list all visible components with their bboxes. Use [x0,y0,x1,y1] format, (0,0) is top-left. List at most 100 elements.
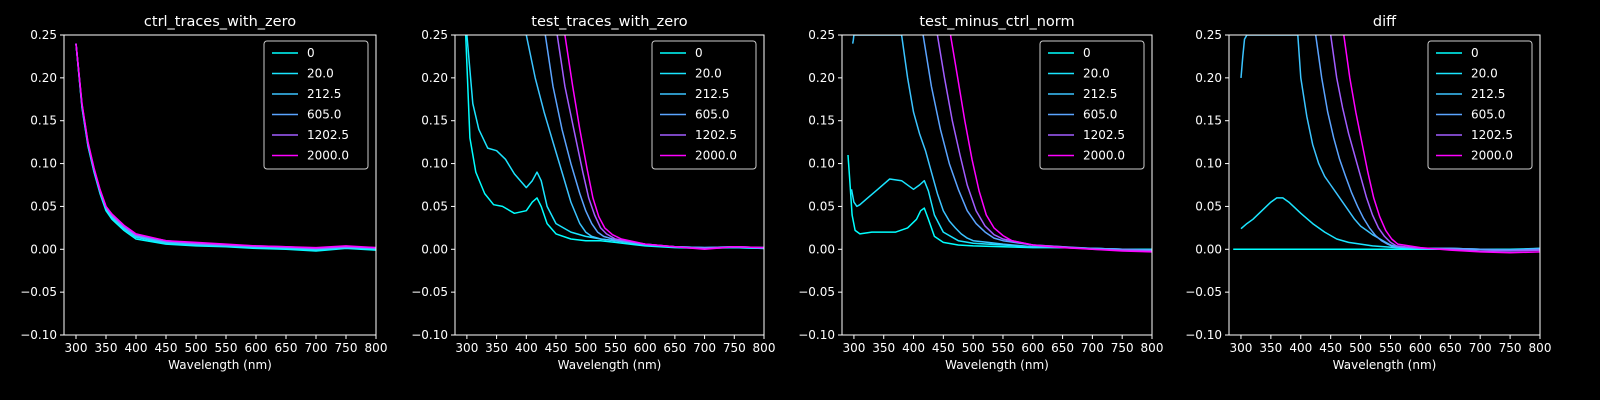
x-axis-label: Wavelength (nm) [1333,358,1437,372]
x-tick-label: 300 [65,341,88,355]
chart-title: test_traces_with_zero [531,14,688,30]
x-tick-label: 550 [1379,341,1402,355]
y-tick-label: 0.25 [30,28,57,42]
x-tick-label: 350 [95,341,118,355]
legend-label: 605.0 [695,108,729,122]
x-tick-label: 300 [455,341,478,355]
x-tick-label: 400 [902,341,925,355]
x-tick-label: 650 [275,341,298,355]
legend-label: 2000.0 [1083,149,1125,163]
legend-label: 2000.0 [1471,149,1513,163]
x-tick-label: 750 [1499,341,1522,355]
x-tick-label: 450 [155,341,178,355]
series-line [851,35,1152,251]
y-tick-label: 0.05 [30,199,57,213]
y-tick-label: 0.15 [808,114,835,128]
y-tick-label: 0.00 [1195,242,1222,256]
legend-label: 212.5 [695,87,729,101]
x-tick-label: 450 [1319,341,1342,355]
chart-panel: test_minus_ctrl_norm 300 350 400 450 500 550 60… [798,14,1163,372]
legend-label: 2000.0 [307,149,349,163]
y-tick-label: 0.15 [421,114,448,128]
y-tick-label: 0.05 [421,199,448,213]
legend-label: 1202.5 [1471,128,1513,142]
x-tick-label: 500 [1349,341,1372,355]
x-tick-label: 800 [753,341,776,355]
x-tick-label: 300 [842,341,865,355]
series-line [949,35,1152,253]
legend: 0 20.0 212.5 605.0 1202.5 2000.0 [263,40,369,170]
y-tick-label: −0.05 [411,285,448,299]
x-tick-label: 350 [872,341,895,355]
legend-label: 20.0 [307,67,334,81]
series-line [1329,35,1540,252]
x-tick-label: 750 [723,341,746,355]
x-tick-label: 400 [125,341,148,355]
legend-label: 605.0 [307,108,341,122]
series-line [1343,35,1540,254]
x-axis-label: Wavelength (nm) [168,358,272,372]
chart-title: diff [1373,14,1397,30]
x-tick-label: 550 [604,341,627,355]
legend: 0 20.0 212.5 605.0 1202.5 2000.0 [651,40,757,170]
x-tick-label: 800 [365,341,388,355]
x-tick-label: 700 [1469,341,1492,355]
x-axis-label: Wavelength (nm) [558,358,662,372]
legend-label: 0 [1083,46,1091,60]
x-tick-label: 800 [1529,341,1552,355]
y-tick-label: 0.20 [421,71,448,85]
legend-label: 20.0 [1083,67,1110,81]
x-tick-label: 550 [215,341,238,355]
y-tick-label: −0.05 [798,285,835,299]
x-tick-label: 800 [1141,341,1164,355]
x-tick-label: 700 [1081,341,1104,355]
y-tick-label: 0.10 [1195,157,1222,171]
series-line [464,35,764,250]
series-line [1314,35,1540,251]
legend-label: 1202.5 [695,128,737,142]
x-tick-label: 650 [1051,341,1074,355]
y-tick-label: 0.20 [1195,71,1222,85]
x-tick-label: 550 [992,341,1015,355]
legend-label: 0 [307,46,315,60]
plot-frame [454,34,765,336]
chart-panel: diff 300 350 400 450 500 550 600 650 700 750 800 −0.… [1185,14,1551,372]
y-tick-label: 0.15 [30,114,57,128]
x-tick-label: 700 [693,341,716,355]
y-tick-label: 0.20 [30,71,57,85]
chart-panel: ctrl_traces_with_zero 300 350 400 450 500 550 6… [20,14,387,372]
y-tick-label: 0.25 [808,28,835,42]
chart-panel: test_traces_with_zero 300 350 400 450 500 550 6… [411,14,775,372]
legend-label: 20.0 [695,67,722,81]
y-tick-label: −0.10 [1185,328,1222,342]
legend-label: 605.0 [1083,108,1117,122]
x-tick-label: 400 [515,341,538,355]
y-tick-label: 0.00 [808,242,835,256]
x-tick-label: 700 [305,341,328,355]
legend-label: 1202.5 [307,128,349,142]
y-tick-label: 0.25 [1195,28,1222,42]
legend-label: 0 [695,46,703,60]
legend: 0 20.0 212.5 605.0 1202.5 2000.0 [1039,40,1145,170]
y-tick-label: 0.05 [808,199,835,213]
x-tick-label: 600 [1021,341,1044,355]
x-tick-label: 600 [1409,341,1432,355]
y-tick-label: 0.15 [1195,114,1222,128]
x-tick-label: 750 [335,341,358,355]
x-tick-label: 500 [185,341,208,355]
y-tick-label: −0.10 [798,328,835,342]
series-line [564,35,764,251]
plot-frame [841,34,1153,336]
x-tick-label: 350 [1259,341,1282,355]
x-tick-label: 500 [574,341,597,355]
y-tick-label: 0.10 [30,157,57,171]
x-tick-label: 650 [663,341,686,355]
x-tick-label: 400 [1289,341,1312,355]
y-tick-label: −0.05 [20,285,57,299]
y-tick-label: 0.00 [421,242,448,256]
x-tick-label: 750 [1111,341,1134,355]
y-tick-label: 0.10 [421,157,448,171]
y-tick-label: 0.10 [808,157,835,171]
y-tick-label: −0.10 [411,328,448,342]
